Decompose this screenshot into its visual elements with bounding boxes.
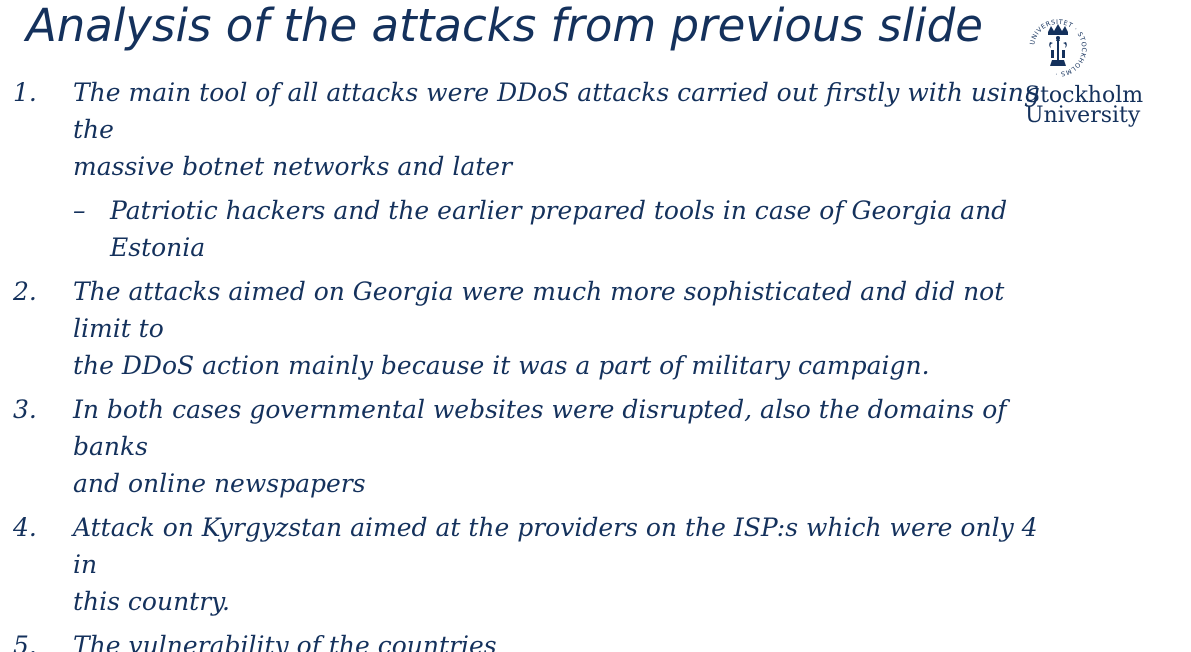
list-item-4: 4. Attack on Kyrgyzstan aimed at the pro… — [0, 509, 1191, 620]
list-item-2: 2. The attacks aimed on Georgia were muc… — [0, 273, 1191, 384]
logo-name-line1: Stockholm — [1025, 83, 1144, 108]
sub-item: – Patriotic hackers and the earlier prep… — [0, 192, 1191, 266]
list-item-line: massive botnet networks and later — [73, 152, 513, 181]
list-item-line: The main tool of all attacks were DDoS a… — [73, 78, 1040, 144]
list-item-line: The attacks aimed on Georgia were much m… — [73, 277, 1005, 343]
list-item-1: 1. The main tool of all attacks were DDo… — [0, 74, 1191, 185]
stockholm-university-logo: UNIVERSITET · STOCKHOLMS · Stockholm Uni… — [1022, 14, 1152, 132]
university-seal-icon: UNIVERSITET · STOCKHOLMS · — [1028, 18, 1087, 78]
list-item-3: 3. In both cases governmental websites w… — [0, 391, 1191, 502]
list-item-line: The vulnerability of the countries — [73, 631, 497, 652]
numbered-list: 1. The main tool of all attacks were DDo… — [0, 74, 1191, 652]
list-item-number: 3. — [13, 395, 37, 424]
list-item-number: 4. — [13, 513, 37, 542]
sub-item-text: Patriotic hackers and the earlier prepar… — [110, 196, 1008, 262]
sub-item-dash: – — [73, 196, 86, 225]
list-item-number: 1. — [13, 78, 37, 107]
list-item-line: Attack on Kyrgyzstan aimed at the provid… — [73, 513, 1038, 579]
list-item-number: 2. — [13, 277, 37, 306]
list-item-line: and online newspapers — [73, 469, 366, 498]
list-item-line: the DDoS action mainly because it was a … — [73, 351, 930, 380]
slide-title: Analysis of the attacks from previous sl… — [26, 0, 983, 52]
logo-name-line2: University — [1025, 103, 1141, 128]
list-item-line: this country. — [73, 587, 230, 616]
list-item-line: In both cases governmental websites were… — [73, 395, 1007, 461]
list-item-number: 5. — [13, 631, 37, 652]
list-item-5: 5. The vulnerability of the countries — [0, 627, 1191, 652]
